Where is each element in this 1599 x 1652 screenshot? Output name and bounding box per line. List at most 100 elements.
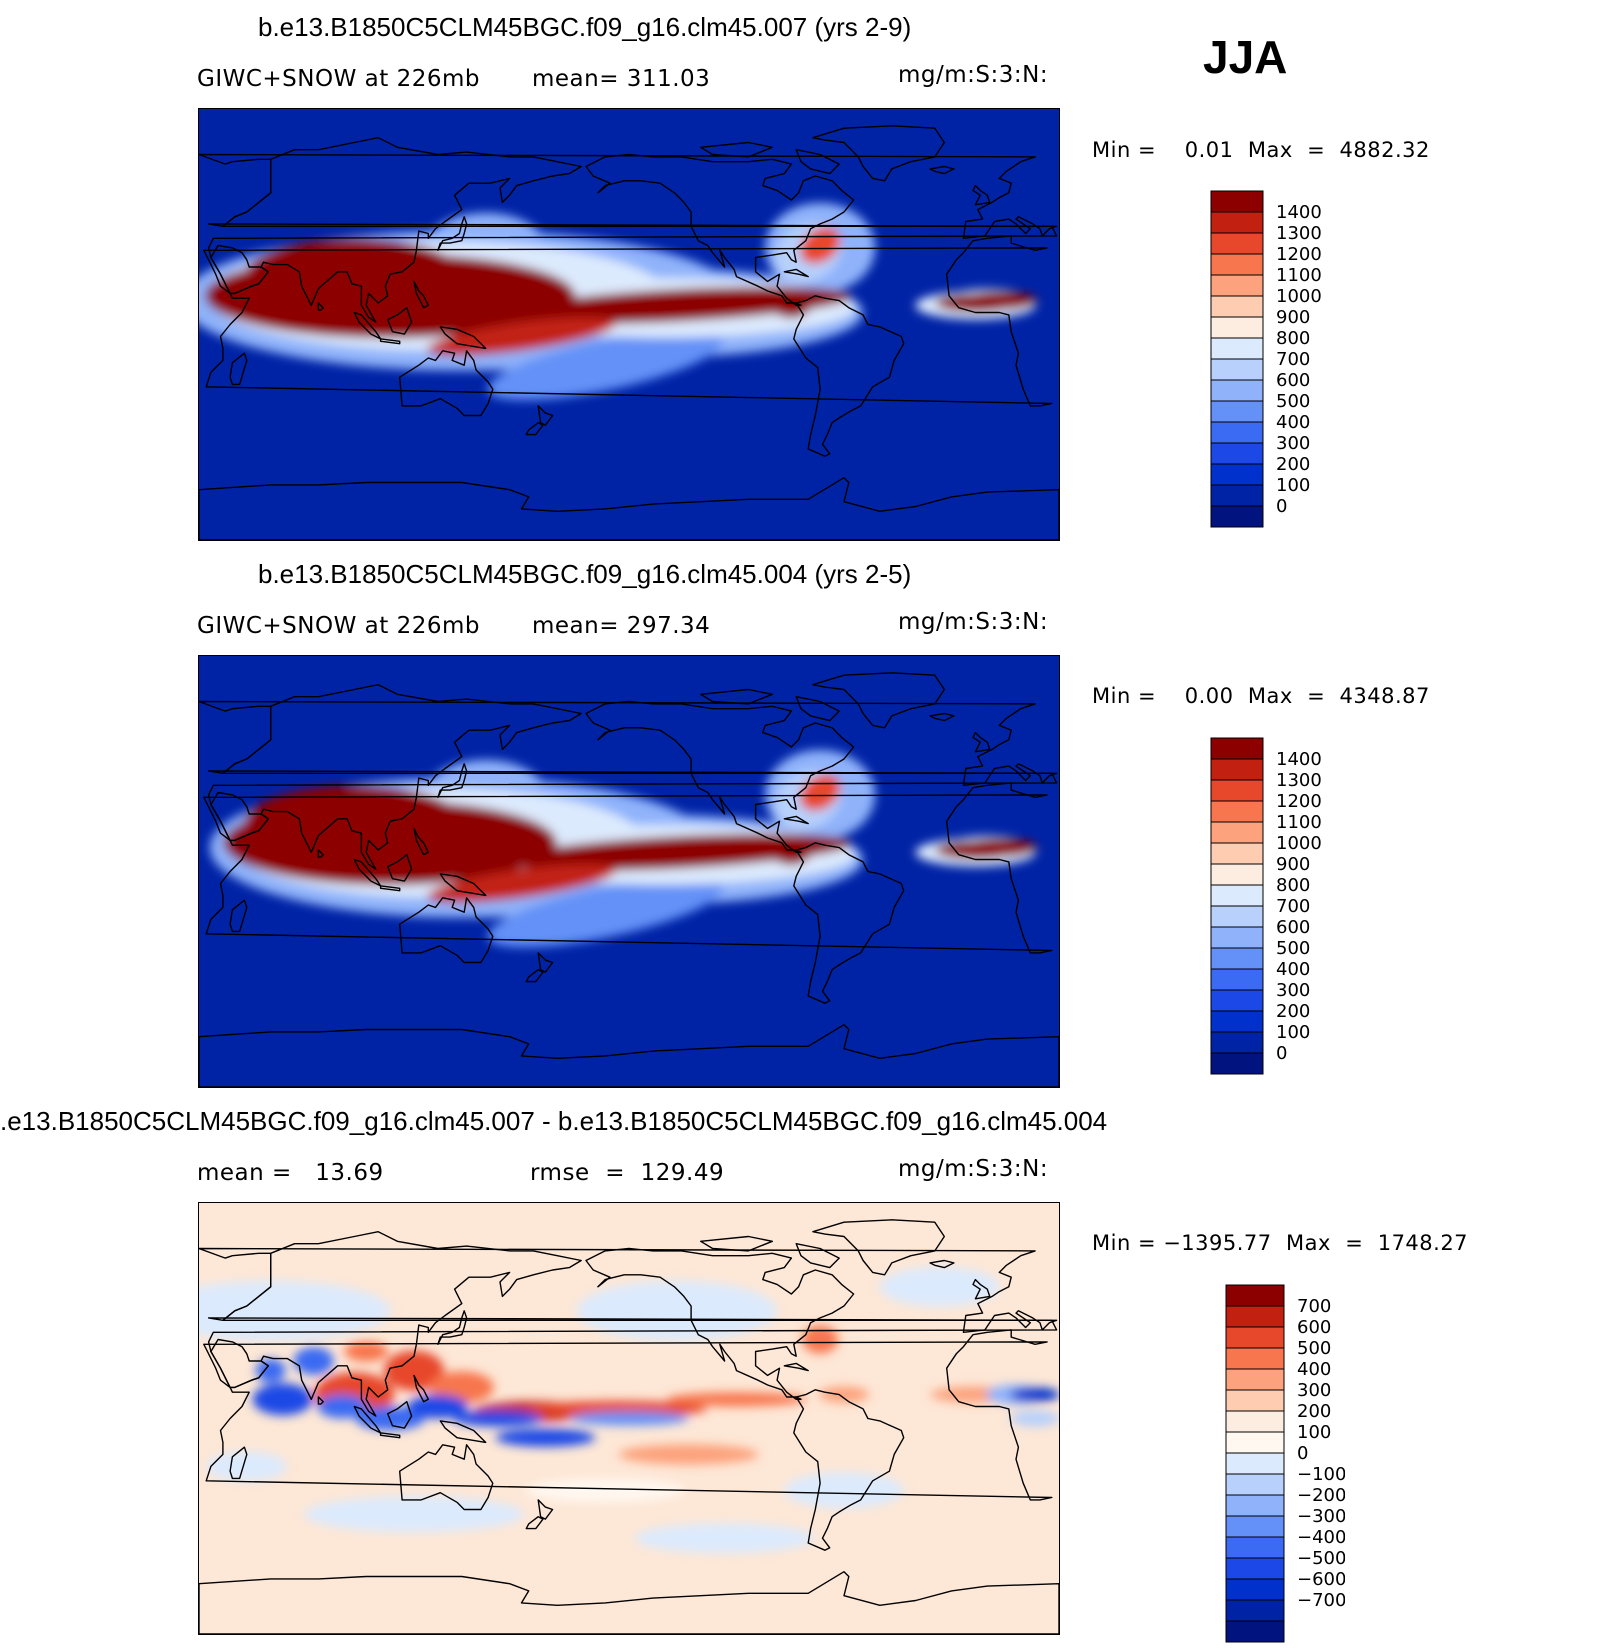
panel3-colorbar-box (1225, 1557, 1285, 1580)
panel3-colorbar-box (1225, 1326, 1285, 1349)
panel1-colorbar-label: 900 (1276, 307, 1310, 328)
panel1-colorbar-label: 1300 (1276, 223, 1322, 244)
panel2-colorbar-label: 1400 (1276, 749, 1322, 770)
panel2-colorbar-label: 1100 (1276, 812, 1322, 833)
panel1-minmax: Min = 0.01 Max = 4882.32 (1092, 138, 1430, 162)
panel3-rmse: rmse = 129.49 (530, 1160, 725, 1186)
panel3-colorbar-box (1225, 1620, 1285, 1643)
panel1-colorbar-box (1210, 484, 1264, 507)
panel1-colorbar-box (1210, 253, 1264, 276)
panel2-colorbar-box (1210, 863, 1264, 886)
panel3-colorbar-label: −100 (1297, 1464, 1345, 1485)
panel2-colorbar-label: 1200 (1276, 791, 1322, 812)
panel2-colorbar-label: 600 (1276, 917, 1310, 938)
panel2-map (198, 655, 1060, 1088)
panel3-map (198, 1202, 1060, 1635)
panel3-colorbar-label: −300 (1297, 1506, 1345, 1527)
panel2-colorbar-box (1210, 842, 1264, 865)
panel3-colorbar-label: −500 (1297, 1548, 1345, 1569)
panel1-mean: mean= 311.03 (532, 66, 711, 92)
panel3-field (199, 1266, 1059, 1554)
panel3-colorbar-label: −200 (1297, 1485, 1345, 1506)
panel1-colorbar-box (1210, 211, 1264, 234)
panel2-colorbar-box (1210, 1010, 1264, 1033)
panel3-colorbar-box (1225, 1536, 1285, 1559)
panel3-colorbar-box (1225, 1410, 1285, 1433)
panel1-colorbar-label: 1000 (1276, 286, 1322, 307)
panel3-units: mg/m:S:3:N: (898, 1156, 1049, 1182)
panel1-colorbar-box (1210, 463, 1264, 486)
panel1-colorbar-label: 800 (1276, 328, 1310, 349)
panel2-colorbar-box (1210, 737, 1264, 760)
panel2-mean: mean= 297.34 (532, 613, 711, 639)
panel2-title: b.e13.B1850C5CLM45BGC.f09_g16.clm45.004 … (258, 559, 912, 589)
panel3-mean: mean = 13.69 (197, 1160, 384, 1186)
panel1-colorbar-box (1210, 337, 1264, 360)
panel1-title: b.e13.B1850C5CLM45BGC.f09_g16.clm45.007 … (258, 12, 912, 42)
panel3-colorbar-box (1225, 1599, 1285, 1622)
panel3-colorbar-box (1225, 1284, 1285, 1307)
panel1-colorbar-box (1210, 190, 1264, 213)
panel2-colorbar-box (1210, 926, 1264, 949)
panel2-colorbar-label: 1000 (1276, 833, 1322, 854)
panel1-units: mg/m:S:3:N: (898, 62, 1049, 88)
panel1-variable: GIWC+SNOW at 226mb (197, 66, 480, 92)
panel3-minmax: Min = −1395.77 Max = 1748.27 (1092, 1231, 1469, 1255)
panel1-colorbar-label: 400 (1276, 412, 1310, 433)
panel3-colorbar-label: −400 (1297, 1527, 1345, 1548)
panel2-coastlines (199, 672, 1059, 1087)
panel2-colorbar-box (1210, 1031, 1264, 1054)
panel1-colorbar-label: 1100 (1276, 265, 1322, 286)
panel3-title: .e13.B1850C5CLM45BGC.f09_g16.clm45.007 -… (0, 1106, 1108, 1136)
panel1-colorbar-label: 300 (1276, 433, 1310, 454)
panel2-colorbar-label: 100 (1276, 1022, 1310, 1043)
panel3-colorbar-label: −700 (1297, 1590, 1345, 1611)
panel3-colorbar-label: 600 (1297, 1317, 1331, 1338)
panel3-colorbar-box (1225, 1305, 1285, 1328)
panel3-colorbar-label: 500 (1297, 1338, 1331, 1359)
panel2-colorbar-box (1210, 758, 1264, 781)
panel3-colorbar-box (1225, 1389, 1285, 1412)
panel3-colorbar-label: 700 (1297, 1296, 1331, 1317)
panel1-colorbar: 1400 1300 1200 1100 1000 900 800 700 600 500 400 30… (1210, 190, 1330, 535)
panel2-colorbar-label: 400 (1276, 959, 1310, 980)
panel1-colorbar-label: 600 (1276, 370, 1310, 391)
panel1-colorbar-label: 0 (1276, 496, 1287, 517)
panel1-colorbar-box (1210, 295, 1264, 318)
panel1-colorbar-label: 100 (1276, 475, 1310, 496)
panel1-colorbar-box (1210, 400, 1264, 423)
panel3-colorbar-label: 200 (1297, 1401, 1331, 1422)
panel1-colorbar-label: 1400 (1276, 202, 1322, 223)
panel1-colorbar-box (1210, 379, 1264, 402)
panel2-colorbar-label: 800 (1276, 875, 1310, 896)
panel3-colorbar-label: 0 (1297, 1443, 1308, 1464)
season-label: JJA (1203, 31, 1288, 83)
panel3-colorbar-box (1225, 1494, 1285, 1517)
panel3-colorbar-box (1225, 1473, 1285, 1496)
panel1-colorbar-box (1210, 505, 1264, 528)
panel3-colorbar-box (1225, 1347, 1285, 1370)
panel2-colorbar-box (1210, 884, 1264, 907)
panel3-colorbar-label: −600 (1297, 1569, 1345, 1590)
panel2-colorbar-label: 1300 (1276, 770, 1322, 791)
panel3-colorbar-box (1225, 1578, 1285, 1601)
panel2-variable: GIWC+SNOW at 226mb (197, 613, 480, 639)
panel2-minmax: Min = 0.00 Max = 4348.87 (1092, 684, 1430, 708)
panel1-colorbar-box (1210, 316, 1264, 339)
panel3-colorbar: 700 600 500 400 300 200 100 0 −100 −200 −300 −400 −5… (1225, 1284, 1345, 1643)
panel2-colorbar-label: 900 (1276, 854, 1310, 875)
panel1-colorbar-box (1210, 358, 1264, 381)
panel3-colorbar-box (1225, 1368, 1285, 1391)
panel1-colorbar-box (1210, 442, 1264, 465)
panel2-colorbar-label: 500 (1276, 938, 1310, 959)
panel2-colorbar-label: 200 (1276, 1001, 1310, 1022)
panel2-colorbar-box (1210, 968, 1264, 991)
panel3-colorbar-label: 300 (1297, 1380, 1331, 1401)
panel3-colorbar-box (1225, 1515, 1285, 1538)
panel1-colorbar-box (1210, 232, 1264, 255)
panel1-map (198, 108, 1060, 541)
panel1-colorbar-label: 200 (1276, 454, 1310, 475)
panel3-colorbar-label: 100 (1297, 1422, 1331, 1443)
panel1-colorbar-label: 500 (1276, 391, 1310, 412)
panel2-colorbar-box (1210, 905, 1264, 928)
